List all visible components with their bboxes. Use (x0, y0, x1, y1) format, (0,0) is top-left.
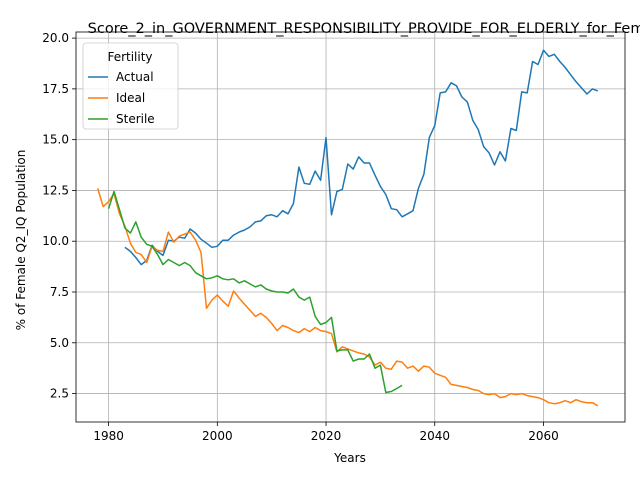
legend: Fertility Actual Ideal Sterile (82, 42, 179, 130)
chart-title: Score_2_in_GOVERNMENT_RESPONSIBILITY_PRO… (88, 21, 640, 37)
series-line-ideal (96, 188, 599, 407)
series-lines (96, 49, 599, 407)
x-tick-label: 2060 (528, 429, 559, 443)
legend-title: Fertility (107, 50, 152, 64)
series-line-sterile (107, 190, 403, 394)
legend-label-ideal: Ideal (116, 91, 145, 105)
y-axis-label: % of Female Q2_IQ Population (14, 150, 28, 331)
y-tick-label: 15.0 (42, 133, 69, 147)
y-tick-label: 7.5 (50, 285, 69, 299)
series-line-actual (124, 49, 599, 266)
y-tick-label: 17.5 (42, 82, 69, 96)
y-tick-label: 2.5 (50, 387, 69, 401)
x-tick-label: 2000 (202, 429, 233, 443)
legend-box (82, 42, 179, 130)
x-tick-label: 2020 (311, 429, 342, 443)
y-tick-label: 20.0 (42, 31, 69, 45)
y-axis-ticks: 2.5 5.0 7.5 10.0 12.5 15.0 17.5 20.0 (42, 31, 76, 401)
x-tick-label: 2040 (419, 429, 450, 443)
x-tick-label: 1980 (93, 429, 124, 443)
y-tick-label: 12.5 (42, 183, 69, 197)
x-axis-ticks: 1980 2000 2020 2040 2060 (93, 422, 559, 443)
legend-label-sterile: Sterile (116, 112, 155, 126)
y-tick-label: 5.0 (50, 336, 69, 350)
x-axis-label: Years (333, 451, 366, 465)
legend-label-actual: Actual (116, 70, 154, 84)
y-tick-label: 10.0 (42, 234, 69, 248)
plot-frame (75, 31, 626, 423)
